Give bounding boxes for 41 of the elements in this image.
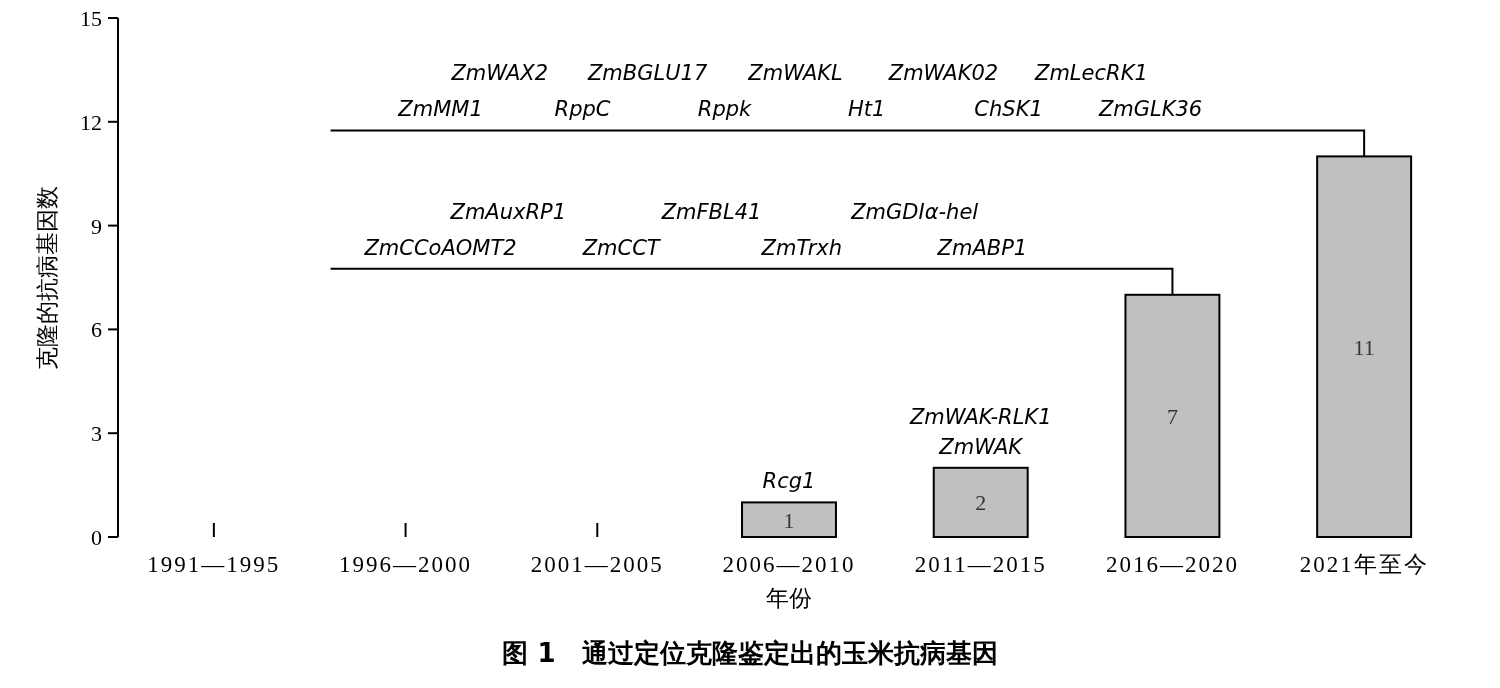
annotation: RppC xyxy=(554,97,611,122)
annotation: ZmMM1 xyxy=(397,97,483,122)
annotation: ZmGLK36 xyxy=(1097,97,1203,122)
x-tick-label: 2011—2015 xyxy=(914,552,1047,577)
x-tick-label: 1991—1995 xyxy=(147,552,281,577)
y-tick-label: 15 xyxy=(80,6,102,31)
x-tick-label: 2006—2010 xyxy=(722,552,856,577)
x-tick-label: 1996—2000 xyxy=(339,552,473,577)
y-tick-label: 0 xyxy=(91,525,102,550)
data-label: 2 xyxy=(975,490,987,516)
x-axis-title: 年份 xyxy=(766,586,812,611)
annotation: Ht1 xyxy=(847,97,886,122)
text: 图 1 通过定位克隆鉴定出的玉米抗病基因 xyxy=(502,638,998,668)
data-label: 11 xyxy=(1353,334,1375,360)
annotation: ZmABP1 xyxy=(936,235,1028,260)
annotation: ZmLecRK1 xyxy=(1034,61,1148,86)
annotation: ZmWAX2 xyxy=(450,61,549,86)
y-tick-label: 3 xyxy=(91,421,102,447)
x-tick-label: 2021年至今 xyxy=(1299,552,1429,577)
y-tick-label: 9 xyxy=(91,213,102,239)
annotation: ZmWAKL xyxy=(747,61,843,86)
data-label: 7 xyxy=(1166,403,1178,429)
annotation: ZmFBL41 xyxy=(660,199,762,224)
annotation: ZmWAK02 xyxy=(887,61,999,86)
annotation: ZmCCoAOMT2 xyxy=(363,235,517,260)
y-tick-label: 6 xyxy=(91,317,102,343)
annotation: ZmCCT xyxy=(581,235,662,260)
x-tick-label: 2001—2005 xyxy=(530,552,664,577)
y-tick-label: 12 xyxy=(80,109,102,135)
annotation: Rcg1 xyxy=(762,469,816,494)
annotation: ZmGDIα-hel xyxy=(850,199,979,224)
data-label: 1 xyxy=(783,507,795,533)
x-tick-label: 2016—2020 xyxy=(1105,552,1239,577)
annotation: ZmAuxRP1 xyxy=(449,199,567,224)
annotation: Rppk xyxy=(697,97,753,122)
annotation: ChSK1 xyxy=(974,97,1043,122)
annotation: ZmWAK-RLK1 xyxy=(908,404,1052,429)
annotation: ZmTrxh xyxy=(760,235,843,260)
y-axis-title: 克隆的抗病基因数 xyxy=(35,185,60,370)
annotation: ZmBGLU17 xyxy=(586,61,708,86)
annotation: ZmWAK xyxy=(938,434,1025,459)
